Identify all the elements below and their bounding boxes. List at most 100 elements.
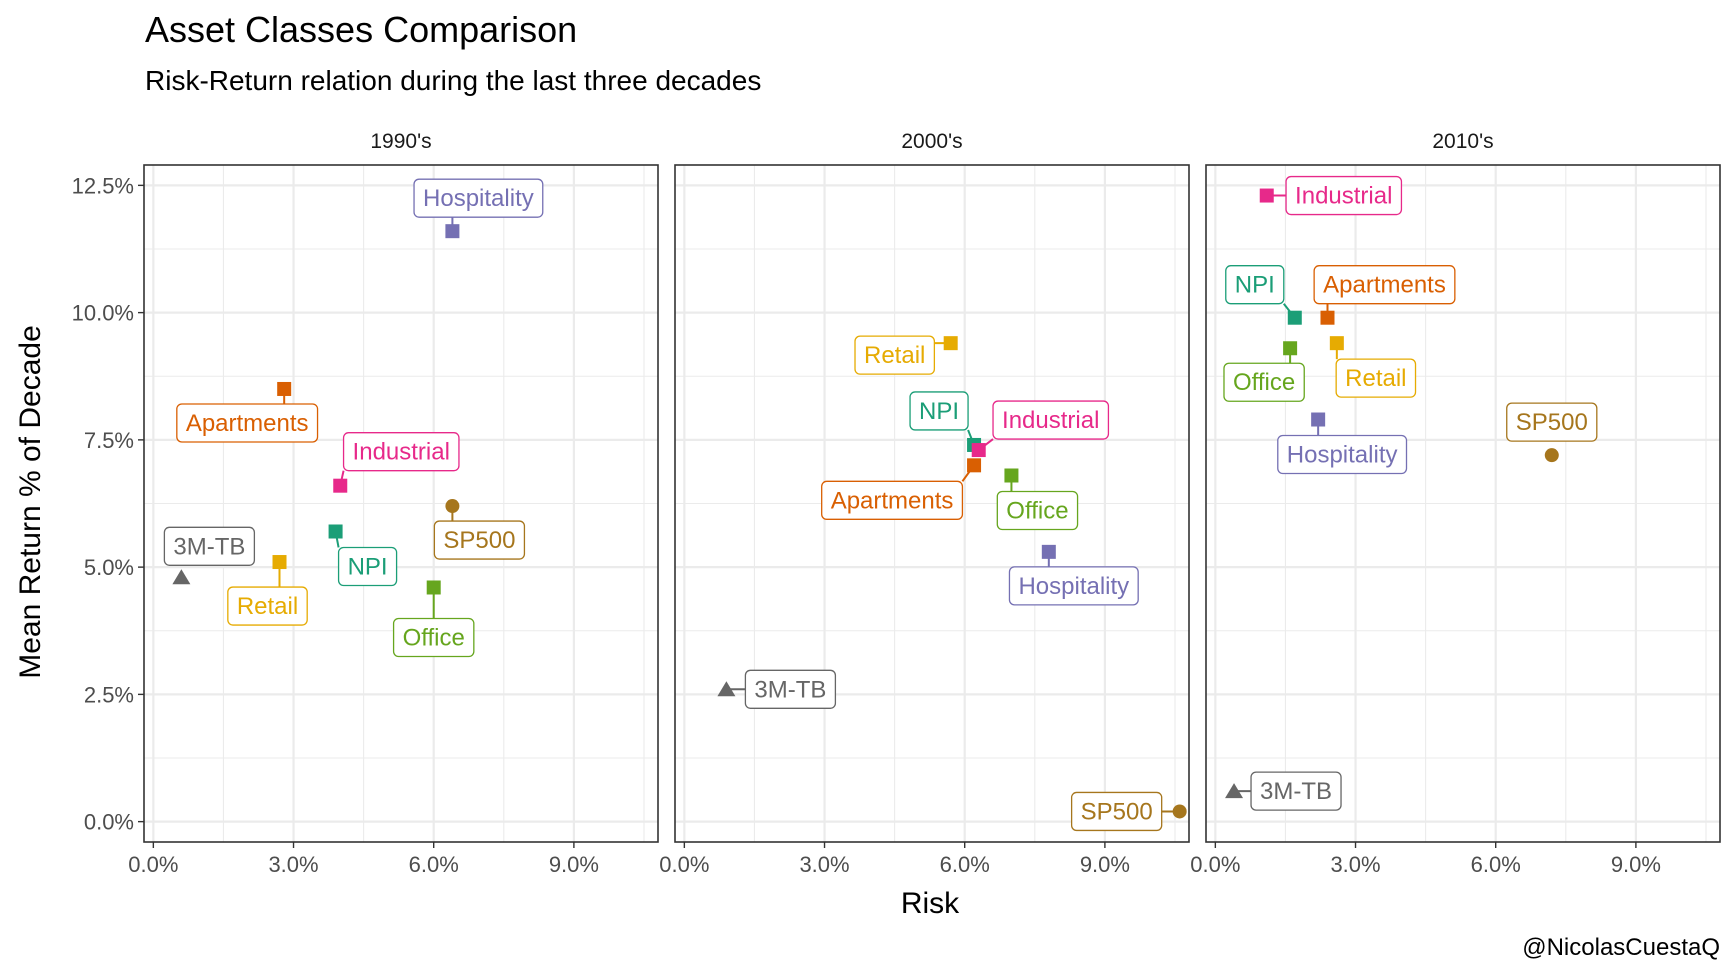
point-label-box: [1277, 434, 1408, 475]
x-tick-label: 9.0%: [1080, 852, 1130, 877]
point-label-text: Industrial: [353, 439, 450, 466]
data-point-office: [426, 580, 441, 595]
x-tick-label: 9.0%: [549, 852, 599, 877]
point-label-box: [1313, 265, 1456, 305]
facet-strip-label: 1990's: [370, 130, 431, 153]
point-label: 3M-TB: [163, 526, 256, 566]
panel-2000's: 2000's 0.0% 3.0% 6.0% 9.0% Retail NPI Industria…: [659, 130, 1190, 877]
point-label-text: NPI: [348, 553, 388, 580]
data-point-office: [1004, 468, 1019, 483]
point-label-text: Office: [1233, 369, 1295, 396]
point-label-text: Retail: [864, 342, 925, 369]
y-tick-label: 2.5%: [84, 682, 134, 707]
y-tick-label: 12.5%: [72, 173, 134, 198]
panel-border: [1205, 164, 1721, 843]
point-label: Industrial: [342, 432, 460, 472]
point-label: SP500: [433, 520, 526, 560]
point-label: Apartments: [1313, 265, 1456, 305]
data-point-retail: [1329, 336, 1344, 351]
data-point-sp500: [445, 499, 460, 514]
chart-title: Asset Classes Comparison: [145, 9, 577, 50]
point-label-text: Industrial: [1002, 407, 1099, 434]
point-label-box: [413, 178, 544, 218]
panel-border: [143, 164, 659, 843]
point-label-text: SP500: [443, 527, 515, 554]
data-point-3m-tb: [172, 569, 191, 585]
chart-caption: @NicolasCuestaQ: [1522, 934, 1720, 961]
panel-border: [674, 164, 1190, 843]
x-tick-label: 6.0%: [409, 852, 459, 877]
facet-panels: 1990's 0.0% 3.0% 6.0% 9.0% 0.0% 2.5% 5.0% 7.5% 10…: [72, 130, 1721, 877]
y-tick-label: 7.5%: [84, 428, 134, 453]
point-label: NPI: [909, 391, 969, 431]
point-label: NPI: [1225, 265, 1285, 305]
data-point-3m-tb: [1225, 783, 1244, 799]
data-point-apartments: [277, 381, 292, 396]
point-label: Office: [1223, 362, 1305, 402]
grid: [1206, 165, 1720, 842]
data-point-3m-tb: [717, 681, 736, 697]
point-label-text: NPI: [919, 398, 959, 425]
point-label-box: [163, 526, 256, 566]
point-label-text: Apartments: [186, 410, 309, 437]
point-label-text: Office: [1006, 498, 1068, 525]
point-label: Office: [392, 617, 475, 658]
point-label-text: 3M-TB: [754, 676, 826, 703]
y-tick-label: 0.0%: [84, 810, 134, 835]
y-tick-label: 10.0%: [72, 301, 134, 326]
point-label-box: [821, 480, 964, 520]
panel-1990's: 1990's 0.0% 3.0% 6.0% 9.0% 0.0% 2.5% 5.0% 7.5% 10…: [72, 130, 659, 877]
point-label: NPI: [337, 546, 398, 587]
facet-strip-label: 2010's: [1432, 130, 1493, 153]
point-label: SP500: [1070, 791, 1163, 832]
data-point-retail: [943, 336, 958, 351]
point-label-text: Industrial: [1295, 183, 1392, 210]
point-label: 3M-TB: [744, 669, 837, 709]
point-label: Apartments: [176, 403, 319, 443]
point-label: Hospitality: [1008, 566, 1139, 606]
point-label: Industrial: [1285, 175, 1403, 216]
point-label: Retail: [854, 335, 936, 375]
point-label-box: [992, 400, 1110, 440]
facet-strip-label: 2000's: [901, 130, 962, 153]
point-label: 3M-TB: [1250, 771, 1342, 811]
point-label: Office: [996, 490, 1079, 531]
point-label-text: Office: [403, 624, 465, 651]
point-label-box: [176, 403, 319, 443]
point-label-box: [1506, 402, 1598, 442]
point-label-box: [337, 546, 398, 587]
point-label-box: [1008, 566, 1139, 606]
point-label-box: [342, 432, 460, 472]
x-tick-label: 6.0%: [940, 852, 990, 877]
data-point-industrial: [971, 443, 986, 458]
y-axis-title: Mean Return % of Decade: [14, 325, 47, 679]
point-label: Industrial: [992, 400, 1110, 440]
x-axis-title: Risk: [901, 887, 960, 920]
point-label: Retail: [227, 586, 308, 626]
point-label-box: [1335, 358, 1417, 398]
data-point-npi: [328, 524, 343, 539]
x-tick-label: 0.0%: [659, 852, 709, 877]
point-label-text: Apartments: [1323, 272, 1446, 299]
data-point-office: [1283, 341, 1298, 356]
x-tick-label: 9.0%: [1611, 852, 1661, 877]
data-point-sp500: [1172, 804, 1187, 819]
point-label-box: [433, 520, 526, 560]
data-point-hospitality: [1041, 544, 1056, 559]
data-point-industrial: [1259, 188, 1274, 203]
point-label-text: Hospitality: [1287, 442, 1398, 469]
chart-subtitle: Risk-Return relation during the last thr…: [145, 65, 761, 96]
point-label: Apartments: [821, 480, 964, 520]
point-label-box: [227, 586, 308, 626]
point-label-box: [1225, 265, 1285, 305]
point-label-text: NPI: [1235, 272, 1275, 299]
point-label: SP500: [1506, 402, 1598, 442]
point-label-text: Apartments: [831, 487, 954, 514]
data-point-hospitality: [445, 224, 460, 239]
data-point-retail: [272, 555, 287, 570]
x-tick-label: 0.0%: [128, 852, 178, 877]
panel-2010's: 2010's 0.0% 3.0% 6.0% 9.0% Industrial NPI Apart…: [1190, 130, 1721, 877]
x-tick-label: 0.0%: [1190, 852, 1240, 877]
data-point-apartments: [1320, 310, 1335, 325]
x-tick-label: 3.0%: [268, 852, 318, 877]
